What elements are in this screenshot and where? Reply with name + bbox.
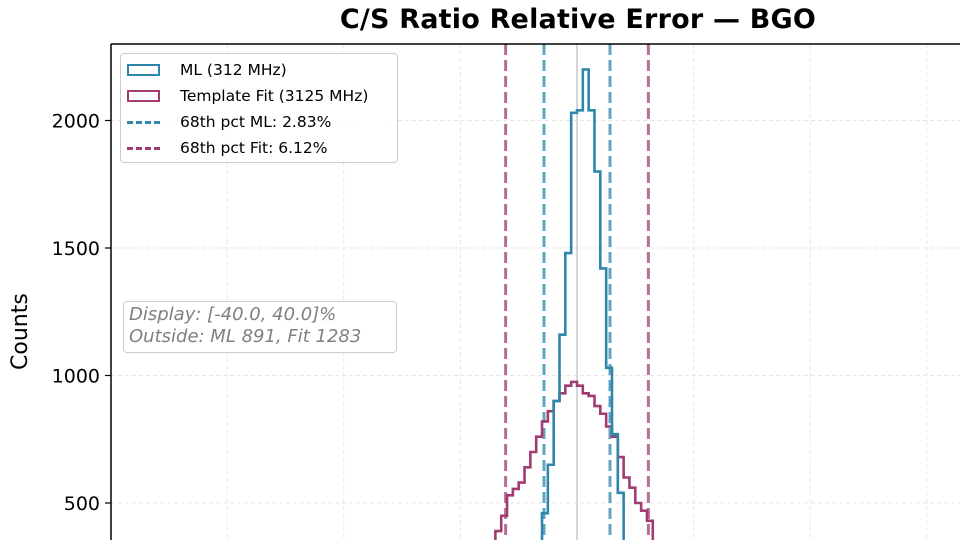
legend: ML (312 MHz) Template Fit (3125 MHz) 68t… xyxy=(120,53,398,163)
legend-label: 68th pct ML: 2.83% xyxy=(180,113,332,131)
histogram-step-line xyxy=(540,68,625,540)
legend-label: 68th pct Fit: 6.12% xyxy=(180,139,328,157)
annotation-line: Outside: ML 891, Fit 1283 xyxy=(129,326,362,347)
chart-title: C/S Ratio Relative Error — BGO xyxy=(339,4,817,35)
legend-label: ML (312 MHz) xyxy=(180,61,287,79)
annotation-box: Display: [-40.0, 40.0]% Outside: ML 891,… xyxy=(123,301,397,353)
ml-swatch-icon xyxy=(127,64,160,76)
y-tick-label: 1000 xyxy=(52,366,100,388)
reference-lines xyxy=(504,44,650,540)
fit-swatch-icon xyxy=(127,90,160,102)
legend-item-ml: ML (312 MHz) xyxy=(127,59,287,81)
ml-dash-icon xyxy=(127,120,160,124)
fit-dash-icon xyxy=(127,146,160,150)
y-tick-label: 1500 xyxy=(52,238,100,260)
axes: 500 1000 1500 2000 xyxy=(52,43,960,540)
legend-item-ml-pct: 68th pct ML: 2.83% xyxy=(127,111,331,133)
y-tick-label: 2000 xyxy=(52,111,100,133)
legend-item-fit: Template Fit (3125 MHz) xyxy=(127,85,368,107)
annotation-line: Display: [-40.0, 40.0]% xyxy=(129,304,337,325)
legend-item-fit-pct: 68th pct Fit: 6.12% xyxy=(127,137,327,159)
histograms xyxy=(494,68,655,540)
histogram-step-line xyxy=(494,380,655,540)
y-tick-label: 500 xyxy=(64,493,100,515)
legend-label: Template Fit (3125 MHz) xyxy=(180,87,369,105)
